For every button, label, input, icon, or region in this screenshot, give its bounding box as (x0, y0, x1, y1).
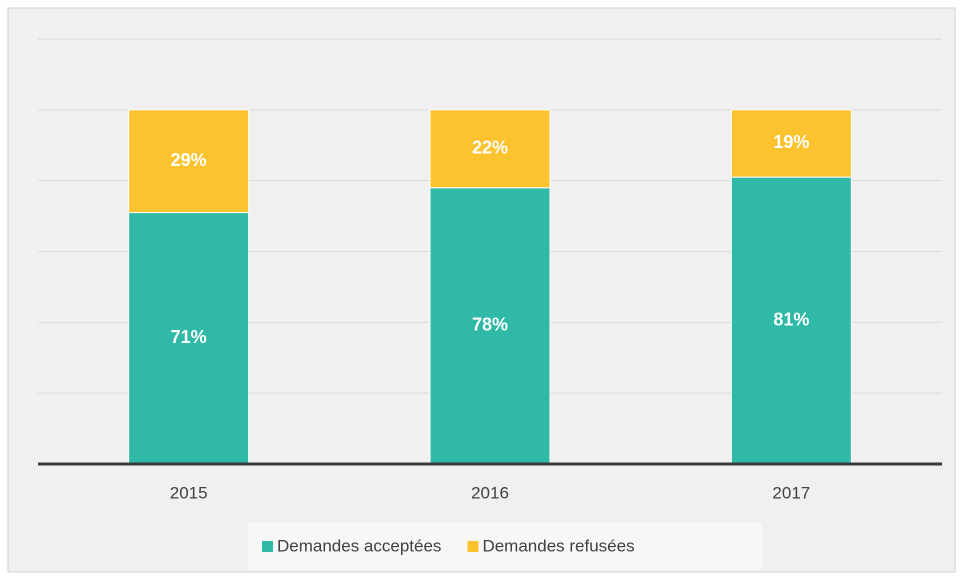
data-label: 71% (171, 327, 207, 347)
bar-segment (730, 176, 852, 465)
x-tick-label: 2017 (772, 483, 810, 502)
x-tick-label: 2016 (471, 483, 509, 502)
bar-segment (128, 109, 250, 214)
legend-swatch (467, 541, 479, 552)
legend-box (248, 523, 762, 570)
data-label: 78% (472, 315, 508, 335)
legend-label: Demandes acceptées (277, 536, 441, 555)
bar-segment (730, 109, 852, 178)
data-label: 22% (472, 138, 508, 158)
legend-label: Demandes refusées (482, 536, 634, 555)
bar-segment (429, 109, 551, 189)
data-label: 81% (773, 309, 809, 329)
data-label: 19% (773, 132, 809, 152)
data-label: 29% (171, 150, 207, 170)
legend-swatch (262, 541, 273, 552)
x-tick-label: 2015 (170, 483, 208, 502)
